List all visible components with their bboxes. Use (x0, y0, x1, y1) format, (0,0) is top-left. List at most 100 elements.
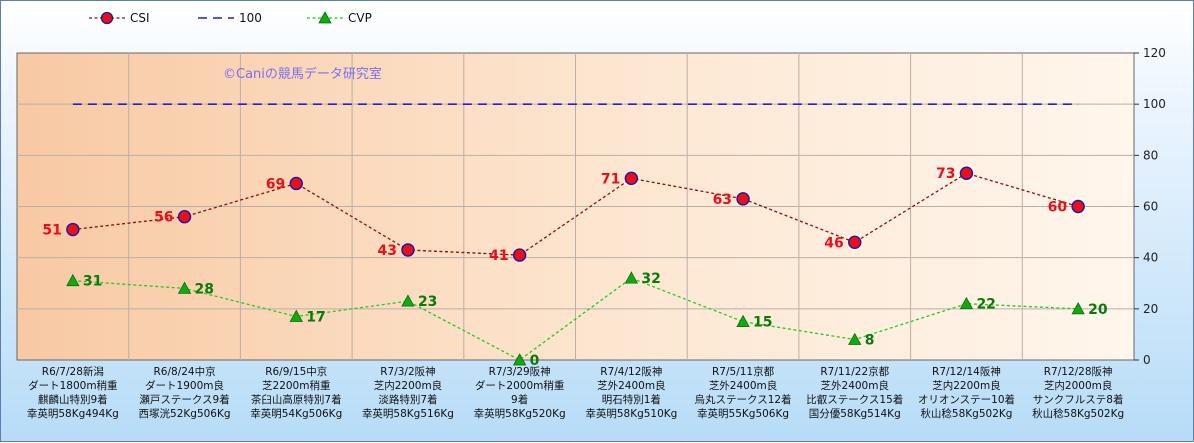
y-tick-label: 100 (1143, 97, 1166, 111)
x-tick-label-line: R7/12/28阪神 (1044, 365, 1113, 378)
x-tick-label-line: R7/11/22京都 (820, 365, 889, 378)
x-tick-label-line: 秋山稔58Kg502Kg (920, 407, 1012, 420)
cvp-data-label: 22 (976, 297, 995, 313)
legend-marker-csi (100, 11, 114, 25)
x-tick-label-line: ダート2000m稍重 (475, 379, 564, 392)
csi-data-label: 69 (266, 176, 285, 192)
x-tick-label-line: 芝外2400m良 (709, 379, 777, 392)
x-tick-label-line: 比叡ステークス15着 (806, 393, 903, 406)
csi-data-label: 41 (489, 248, 508, 264)
x-tick-label-line: オリオンステー10着 (918, 393, 1015, 406)
x-tick-label-line: 芝内2200m良 (932, 379, 1000, 392)
cvp-data-label: 17 (306, 310, 325, 326)
series-line-cvp (72, 277, 1079, 361)
cvp-point (624, 271, 639, 284)
x-tick-label-line: R6/7/28新潟 (42, 365, 104, 378)
csi-point (848, 235, 862, 250)
cvp-data-label: 31 (83, 274, 102, 290)
x-tick-label: R7/11/22京都芝外2400m良比叡ステークス15着国分優58Kg514Kg (806, 365, 903, 420)
x-tick-label-line: R7/12/14阪神 (932, 365, 1001, 378)
x-tick-label-line: 秋山稔58Kg502Kg (1032, 407, 1124, 420)
cvp-point (289, 309, 303, 322)
y-axis: 0 20 40 60 80 100 120 (1134, 46, 1166, 367)
csi-point (624, 171, 639, 186)
x-tick-label-line: R7/3/2阪神 (380, 365, 435, 378)
x-tick-label: R7/12/14阪神芝内2200m良オリオンステー10着秋山稔58Kg502Kg (918, 365, 1015, 420)
x-tick-label-line: R7/5/11京都 (712, 365, 775, 378)
csi-data-label: 71 (601, 171, 620, 187)
x-tick-label: R7/5/11京都芝外2400m良烏丸ステークス12着幸英明55Kg506Kg (695, 365, 792, 420)
csi-point (177, 210, 192, 224)
y-tick-label: 80 (1143, 148, 1158, 162)
csi-data-label: 46 (824, 235, 843, 251)
x-tick-label-line: 幸英明58Kg494Kg (27, 407, 119, 420)
cvp-data-label: 23 (418, 294, 437, 310)
cvp-point (959, 296, 974, 310)
cvp-data-label: 32 (641, 271, 660, 287)
x-tick-label-line: 茶臼山高原特別7着 (251, 393, 342, 406)
x-tick-label: R6/7/28新潟ダート1800m稍重麒麟山特別9着幸英明58Kg494Kg (27, 365, 119, 420)
x-tick-label: R6/8/24中京ダート1900m良瀬戸ステークス9着西塚洸52Kg506Kg (139, 365, 231, 420)
x-tick-label: R7/3/29阪神ダート2000m稍重 9着幸英明58Kg520Kg (474, 365, 566, 420)
csi-point (66, 222, 80, 237)
csi-point (289, 176, 303, 191)
y-tick-label: 40 (1143, 251, 1158, 265)
x-tick-label-line: 芝外2400m良 (821, 379, 889, 392)
cvp-point (512, 353, 527, 366)
csi-data-label: 43 (377, 243, 396, 259)
series-group: 31 28 17 23 0 32 15 8 22 20 51 56 69 43 41 71 63 46 73 60 (42, 103, 1108, 369)
x-tick-label-line: 芝外2400m良 (597, 379, 665, 392)
x-tick-label-line: 幸英明54Kg506Kg (250, 407, 342, 420)
x-tick-label-line: サンクフルステ8着 (1033, 393, 1124, 406)
cvp-point (177, 281, 192, 294)
x-tick-label-line: 麒麟山特別9着 (38, 393, 108, 406)
x-tick-label-line: 明石特別1着 (602, 393, 661, 406)
x-tick-label-line: R6/9/15中京 (265, 365, 327, 378)
x-tick-label-line: ダート1900m良 (145, 379, 224, 392)
legend-label: CSI (130, 11, 150, 25)
x-tick-label: R7/4/12阪神芝外2400m良明石特別1着幸英明58Kg510Kg (585, 365, 677, 420)
x-tick-label-line: R7/3/29阪神 (489, 365, 551, 378)
x-tick-label-line: 幸英明58Kg510Kg (585, 407, 677, 420)
x-tick-label-line: 烏丸ステークス12着 (695, 393, 792, 406)
cvp-data-label: 0 (530, 353, 540, 369)
x-tick-label-line: ダート1800m稍重 (28, 379, 117, 392)
x-tick-label: R6/9/15中京芝2200m稍重茶臼山高原特別7着幸英明54Kg506Kg (250, 365, 342, 420)
cvp-data-label: 15 (753, 315, 772, 331)
x-tick-label-line: 芝2200m稍重 (262, 379, 330, 392)
csi-data-label: 73 (936, 166, 955, 182)
cvp-point (1071, 301, 1085, 315)
csi-point (959, 166, 974, 180)
x-tick-label-line: 淡路特別7着 (378, 393, 437, 406)
y-tick-label: 120 (1143, 46, 1166, 60)
x-tick-label-line: 幸英明58Kg520Kg (474, 407, 566, 420)
y-tick-label: 0 (1143, 353, 1151, 367)
x-tick-label-line: 瀬戸ステークス9着 (139, 393, 229, 406)
x-tick-label-line: 幸英明58Kg516Kg (362, 407, 454, 420)
x-axis: R6/7/28新潟ダート1800m稍重麒麟山特別9着幸英明58Kg494KgR6… (27, 365, 1124, 420)
series-line-csi (72, 172, 1079, 256)
csi-data-label: 60 (1048, 200, 1068, 216)
csi-data-label: 51 (42, 223, 61, 239)
x-tick-label-line: 国分優58Kg514Kg (809, 407, 901, 420)
legend: CSI 100 CVP (89, 11, 372, 25)
y-tick-label: 20 (1143, 302, 1158, 316)
legend-label: CVP (348, 11, 372, 25)
cvp-point (736, 314, 750, 328)
x-tick-label-line: 幸英明55Kg506Kg (697, 407, 789, 420)
cvp-point (66, 273, 80, 287)
cvp-data-label: 8 (865, 333, 875, 349)
x-tick-label-line: 西塚洸52Kg506Kg (139, 407, 231, 420)
legend-label: 100 (239, 11, 262, 25)
csi-data-label: 63 (713, 192, 732, 208)
cvp-data-label: 28 (195, 281, 214, 297)
csi-point (512, 248, 527, 262)
csi-data-label: 56 (154, 210, 173, 226)
csi-point (736, 192, 750, 206)
x-tick-label-line: 9着 (511, 393, 528, 406)
csi-point (1071, 199, 1085, 214)
x-tick-label: R7/3/2阪神芝内2200m良淡路特別7着幸英明58Kg516Kg (362, 365, 454, 420)
x-tick-label-line: R6/8/24中京 (154, 365, 216, 378)
